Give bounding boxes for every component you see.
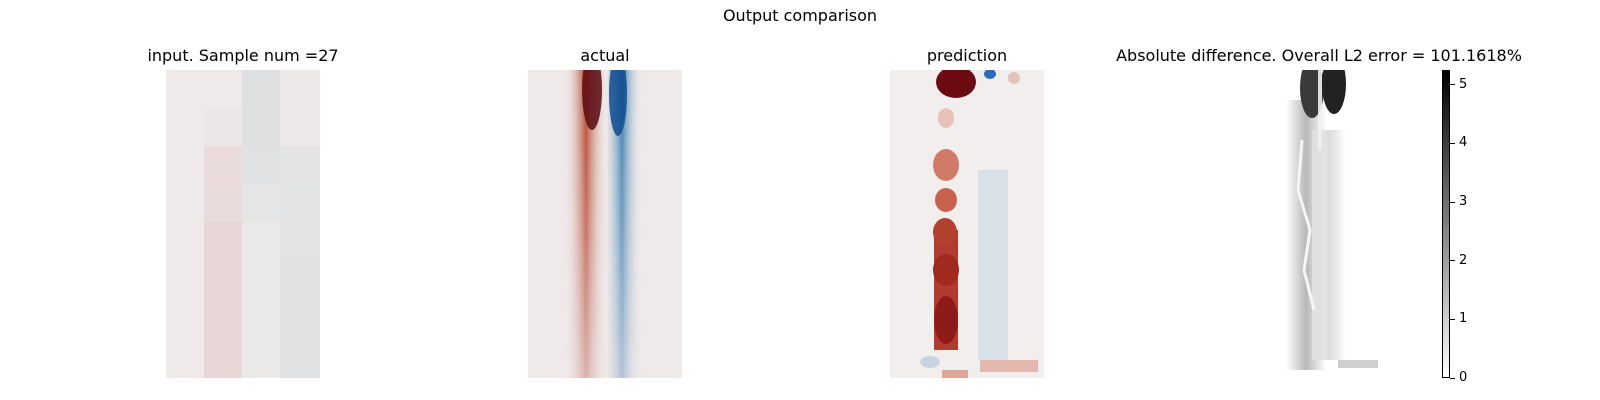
colorbar-tick [1450,142,1455,144]
colorbar [1442,70,1450,378]
input-heatmap [166,70,320,378]
prediction-panel-title: prediction [926,46,1008,65]
colorbar-tick [1450,318,1455,320]
colorbar-tick [1450,84,1455,86]
colorbar-tick [1450,260,1455,262]
colorbar-tick-label: 3 [1459,194,1468,209]
colorbar-tick-label: 4 [1459,135,1468,151]
difference-heatmap [1252,70,1406,378]
figure-title: Output comparison [722,6,878,25]
difference-panel-title: Absolute difference. Overall L2 error = … [1116,46,1522,65]
prediction-heatmap [890,70,1044,378]
colorbar-tick-label: 0 [1459,370,1468,385]
actual-panel-title: actual [580,46,630,65]
colorbar-tick [1450,201,1455,203]
actual-heatmap [528,70,682,378]
input-cells [166,70,320,378]
colorbar-tick-label: 5 [1459,76,1468,92]
colorbar-tick-label: 1 [1459,311,1468,327]
colorbar-tick-label: 2 [1459,252,1468,268]
input-panel-title: input. Sample num =27 [147,46,339,65]
colorbar-tick [1450,377,1455,379]
